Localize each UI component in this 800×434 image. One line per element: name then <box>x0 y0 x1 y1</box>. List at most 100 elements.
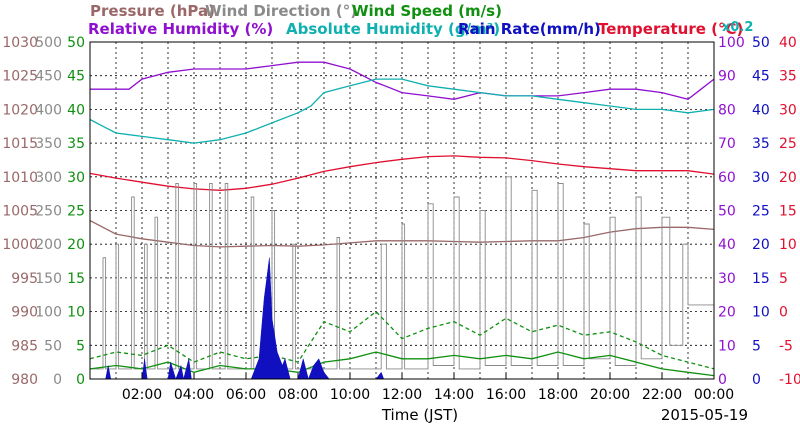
y-tick-label-humidity: 20 <box>718 305 736 321</box>
legend-title-1: Wind Direction (°) <box>205 2 357 20</box>
x-tick-label: 06:00 <box>226 387 266 403</box>
y-tick-label-rain_rate: 35 <box>752 136 770 152</box>
y-tick-label-pressure: 1000 <box>2 237 38 253</box>
y-tick-label-humidity: 10 <box>718 338 736 354</box>
x-tick-label: 20:00 <box>590 387 630 403</box>
y-tick-label-humidity: 90 <box>718 69 736 85</box>
x-axis-ticks: 02:00 04:00 06:00 08:00 10:00 12:00 14:00 16:00… <box>122 373 734 403</box>
y-tick-label-humidity: 80 <box>718 102 736 118</box>
y-tick-label-wind_speed: 45 <box>67 69 85 85</box>
y-tick-label-pressure: 1025 <box>2 69 38 85</box>
x-tick-label: 04:00 <box>174 387 214 403</box>
legend-title-row2-2: Rain Rate(mm/h) <box>458 20 601 38</box>
y-tick-label-humidity: 70 <box>718 136 736 152</box>
y-tick-label-wind_direction: 200 <box>35 237 62 253</box>
x-axis-label: Time (JST) <box>381 406 458 424</box>
y-tick-label-wind_direction: 400 <box>35 102 62 118</box>
x-tick-label: 10:00 <box>330 387 370 403</box>
y-tick-label-wind_speed: 20 <box>67 237 85 253</box>
scale-note: x0.2 <box>722 20 753 35</box>
x-tick-label: 16:00 <box>486 387 526 403</box>
y-tick-label-rain_rate: 40 <box>752 102 770 118</box>
y-tick-label-wind_direction: 50 <box>44 338 62 354</box>
y-tick-label-temperature: 25 <box>779 136 797 152</box>
x-tick-label: 08:00 <box>278 387 318 403</box>
date-label: 2015-05-19 <box>661 406 748 424</box>
y-tick-label-wind_direction: 450 <box>35 69 62 85</box>
series-line-5 <box>89 351 715 377</box>
series-line-6 <box>89 310 715 370</box>
x-tick-label: 02:00 <box>122 387 162 403</box>
series-line-1 <box>90 61 715 101</box>
y-tick-label-pressure: 1020 <box>2 102 38 118</box>
y-tick-label-temperature: 10 <box>779 237 797 253</box>
y-tick-label-wind_speed: 5 <box>76 338 85 354</box>
legend-title-row2-1: Absolute Humidity (g/m³) <box>286 20 500 38</box>
y-tick-label-wind_direction: 100 <box>35 305 62 321</box>
x-tick-label: 22:00 <box>642 387 682 403</box>
y-tick-label-pressure: 1030 <box>2 35 38 51</box>
y-tick-label-rain_rate: 0 <box>752 372 761 388</box>
y-axis-ticks: 1030102510201015101010051000995990985980… <box>2 35 800 388</box>
y-tick-label-temperature: -5 <box>779 338 793 354</box>
y-tick-label-rain_rate: 15 <box>752 271 770 287</box>
y-tick-label-rain_rate: 20 <box>752 237 770 253</box>
y-tick-label-rain_rate: 30 <box>752 170 770 186</box>
y-tick-label-temperature: 5 <box>779 271 788 287</box>
y-tick-label-humidity: 30 <box>718 271 736 287</box>
y-tick-label-rain_rate: 50 <box>752 35 770 51</box>
y-tick-label-temperature: -10 <box>779 372 800 388</box>
y-tick-label-wind_speed: 35 <box>67 136 85 152</box>
y-tick-label-wind_direction: 0 <box>53 372 62 388</box>
chart-header: Pressure (hPa)Wind Direction (°)Wind Spe… <box>88 2 753 38</box>
y-tick-label-pressure: 980 <box>11 372 38 388</box>
y-tick-label-humidity: 0 <box>718 372 727 388</box>
y-tick-label-wind_speed: 25 <box>67 204 85 220</box>
y-tick-label-pressure: 1010 <box>2 170 38 186</box>
y-tick-label-rain_rate: 10 <box>752 305 770 321</box>
y-tick-label-temperature: 40 <box>779 35 797 51</box>
y-tick-label-pressure: 995 <box>11 271 38 287</box>
legend-title-row2-3: Temperature (°C) <box>598 20 743 38</box>
x-tick-label: 12:00 <box>382 387 422 403</box>
legend-title-row2-0: Relative Humidity (%) <box>88 20 273 38</box>
y-tick-label-wind_speed: 40 <box>67 102 85 118</box>
y-tick-label-wind_direction: 300 <box>35 170 62 186</box>
x-tick-label: 00:00 <box>694 387 734 403</box>
series-line-2 <box>89 78 715 144</box>
legend-title-2: Wind Speed (m/s) <box>352 2 502 20</box>
y-tick-label-pressure: 1015 <box>2 136 38 152</box>
y-tick-label-wind_speed: 30 <box>67 170 85 186</box>
y-tick-label-pressure: 1005 <box>2 204 38 220</box>
y-tick-label-pressure: 990 <box>11 305 38 321</box>
y-tick-label-humidity: 40 <box>718 237 736 253</box>
y-tick-label-wind_speed: 50 <box>67 35 85 51</box>
y-tick-label-wind_direction: 150 <box>35 271 62 287</box>
y-tick-label-rain_rate: 45 <box>752 69 770 85</box>
x-tick-label: 18:00 <box>538 387 578 403</box>
series-rain-area <box>90 257 714 380</box>
y-tick-label-wind_speed: 15 <box>67 271 85 287</box>
y-tick-label-humidity: 60 <box>718 170 736 186</box>
y-tick-label-temperature: 15 <box>779 204 797 220</box>
y-tick-label-pressure: 985 <box>11 338 38 354</box>
y-tick-label-wind_speed: 0 <box>76 372 85 388</box>
y-tick-label-rain_rate: 25 <box>752 204 770 220</box>
y-tick-label-temperature: 0 <box>779 305 788 321</box>
y-tick-label-rain_rate: 5 <box>752 338 761 354</box>
chart-series <box>89 61 715 380</box>
x-tick-label: 14:00 <box>434 387 474 403</box>
y-tick-label-wind_direction: 250 <box>35 204 62 220</box>
y-tick-label-wind_direction: 500 <box>35 35 62 51</box>
y-tick-label-temperature: 35 <box>779 69 797 85</box>
y-tick-label-humidity: 100 <box>718 35 745 51</box>
y-tick-label-temperature: 30 <box>779 102 797 118</box>
series-line-4 <box>90 176 714 370</box>
legend-title-0: Pressure (hPa) <box>90 2 215 20</box>
y-tick-label-humidity: 50 <box>718 204 736 220</box>
y-tick-label-wind_direction: 350 <box>35 136 62 152</box>
y-tick-label-temperature: 20 <box>779 170 797 186</box>
y-tick-label-wind_speed: 10 <box>67 305 85 321</box>
